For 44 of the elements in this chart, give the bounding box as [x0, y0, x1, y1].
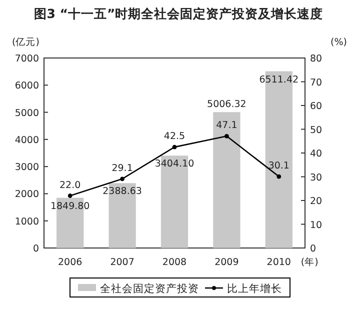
chart-title: 图3 “十一五”时期全社会固定资产投资及增长速度 — [34, 6, 324, 21]
x-tick-label: 2010 — [266, 257, 291, 268]
point — [276, 174, 282, 179]
legend-label: 全社会固定资产投资 — [100, 282, 199, 295]
y2-tick-label: 40 — [310, 148, 322, 160]
point — [224, 134, 229, 138]
legend-label: 比上年增长 — [227, 282, 282, 295]
data-label: 29.1 — [112, 162, 133, 174]
point — [120, 176, 124, 182]
y2-tick-label: 30 — [310, 172, 322, 184]
point — [172, 144, 177, 150]
x-tick-label: 2006 — [58, 257, 82, 268]
data-label: 47.1 — [216, 120, 238, 132]
y-tick-label: 4000 — [14, 134, 39, 146]
bar — [213, 112, 240, 248]
y-tick-label: 2000 — [14, 189, 39, 200]
point — [68, 194, 72, 198]
y2-tick-label: 60 — [310, 101, 322, 112]
y-tick-label: 0 — [32, 244, 39, 254]
y-tick-label: 7000 — [14, 54, 39, 64]
y2-tick-label: 10 — [310, 220, 322, 231]
y-tick-label: 3000 — [14, 162, 39, 174]
y-tick-label: 1000 — [14, 216, 39, 228]
y-tick-label: 6000 — [14, 80, 39, 92]
data-label: 5006.32 — [207, 99, 246, 110]
data-label: 6511.42 — [259, 74, 299, 86]
y2-tick-label: 70 — [310, 77, 322, 88]
x-axis-title: (年) — [300, 256, 318, 268]
y2-tick-label: 50 — [310, 124, 322, 136]
y2-tick-label: 0 — [310, 244, 316, 254]
y-axis-title: (亿元) — [12, 37, 40, 48]
data-label: 30.1 — [268, 160, 290, 172]
x-tick-label: 2007 — [110, 257, 134, 268]
y2-tick-label: 20 — [310, 196, 322, 207]
x-tick-label: 2008 — [162, 257, 187, 268]
data-label: 22.0 — [60, 180, 81, 191]
y-tick-label: 5000 — [14, 108, 39, 119]
data-label: 2388.63 — [102, 186, 142, 198]
data-label: 3404.10 — [154, 158, 194, 170]
data-label: 42.5 — [164, 131, 186, 142]
x-tick-label: 2009 — [214, 257, 239, 268]
y2-axis-title: (%) — [330, 37, 347, 48]
data-label: 1849.80 — [50, 200, 90, 212]
y2-tick-label: 80 — [310, 54, 322, 64]
